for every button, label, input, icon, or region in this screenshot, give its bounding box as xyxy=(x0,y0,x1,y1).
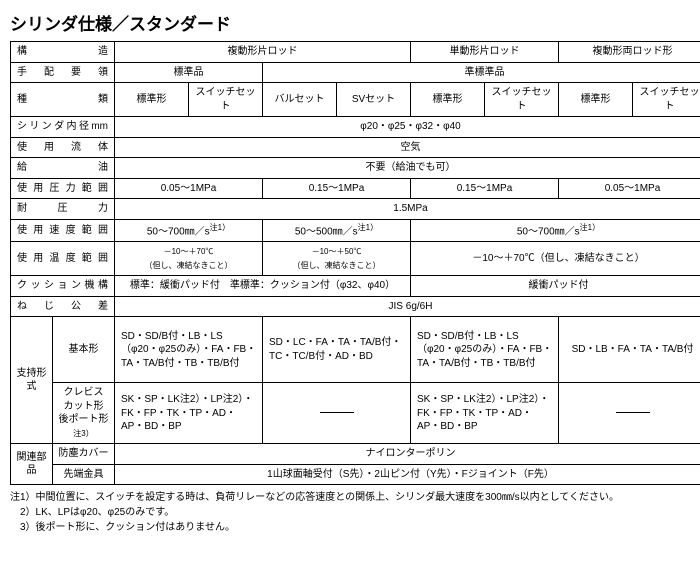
hdr-structure: 構 造 xyxy=(11,42,115,63)
row-tip-label: 先端金具 xyxy=(53,464,115,485)
cell: 標準形 xyxy=(411,83,485,117)
cell: 50～700㎜／s注1） xyxy=(411,219,700,242)
note-1: 注1）中間位置に、スイッチを設定する時は、負荷リレーなどの応答速度との関係上、シ… xyxy=(10,490,690,505)
note-3: 3）後ポート形に、クッション付はありません。 xyxy=(10,520,690,535)
cell: －10～＋50℃（但し、凍結なきこと） xyxy=(263,242,411,276)
spec-table: 構 造 複動形片ロッド 単動形片ロッド 複動形両ロッド形 手 配 要 領 標準品… xyxy=(10,41,700,485)
row-fluid-label: 使 用 流 体 xyxy=(11,137,115,158)
cell: 空気 xyxy=(115,137,700,158)
cell: SK・SP・LK注2）・LP注2）・FK・FP・TK・TP・AD・AP・BD・B… xyxy=(411,383,559,444)
cell: 緩衝パッド付 xyxy=(411,276,700,297)
row-dust-label: 防塵カバー xyxy=(53,444,115,465)
cell: 50～500㎜／s注1） xyxy=(263,219,411,242)
cell: 標準：緩衝パッド付 準標準：クッション付（φ32、φ40） xyxy=(115,276,411,297)
cell: 1.5MPa xyxy=(115,199,700,220)
row-related-label: 関連部品 xyxy=(11,444,53,485)
cell: 0.05～1MPa xyxy=(115,178,263,199)
cell: SK・SP・LK注2）・LP注2）・FK・FP・TK・TP・AD・AP・BD・B… xyxy=(115,383,263,444)
cell: SD・LB・FA・TA・TA/B付 xyxy=(559,317,700,383)
row-arrangement-label: 手 配 要 領 xyxy=(11,62,115,83)
row-cushion-label: クッション機構 xyxy=(11,276,115,297)
row-basic-label: 基本形 xyxy=(53,317,115,383)
cell: －10～＋70℃（但し、凍結なきこと） xyxy=(115,242,263,276)
cell: φ20・φ25・φ32・φ40 xyxy=(115,117,700,138)
row-bore-label: シリンダ内径mm xyxy=(11,117,115,138)
row-type-label: 種 類 xyxy=(11,83,115,117)
row-support-label: 支持形式 xyxy=(11,317,53,444)
cell: スイッチセット xyxy=(485,83,559,117)
row-lub-label: 給 油 xyxy=(11,158,115,179)
cell: 標準形 xyxy=(559,83,633,117)
cell: －10～＋70℃（但し、凍結なきこと） xyxy=(411,242,700,276)
row-clevis-label: クレビス カット形 後ポート形 注3） xyxy=(53,383,115,444)
cell: SVセット xyxy=(337,83,411,117)
cell: 1山球面軸受付（S先）・2山ピン付（Y先）・Fジョイント（F先） xyxy=(115,464,700,485)
cell: 0.15～1MPa xyxy=(411,178,559,199)
note-2: 2）LK、LPはφ20、φ25のみです。 xyxy=(10,505,690,520)
cell: 0.05～1MPa xyxy=(559,178,700,199)
cell: 0.15～1MPa xyxy=(263,178,411,199)
hdr-col3: 複動形両ロッド形 xyxy=(559,42,700,63)
cell-dash xyxy=(559,383,700,444)
footnotes: 注1）中間位置に、スイッチを設定する時は、負荷リレーなどの応答速度との関係上、シ… xyxy=(10,490,690,535)
row-thread-label: ね じ 公 差 xyxy=(11,296,115,317)
row-temp-label: 使 用 温 度 範 囲 xyxy=(11,242,115,276)
cell: 50～700㎜／s注1） xyxy=(115,219,263,242)
cell: ナイロンターポリン xyxy=(115,444,700,465)
row-pressure-label: 使 用 圧 力 範 囲 xyxy=(11,178,115,199)
row-proof-label: 耐 圧 力 xyxy=(11,199,115,220)
hdr-col1: 複動形片ロッド xyxy=(115,42,411,63)
row-speed-label: 使 用 速 度 範 囲 xyxy=(11,219,115,242)
cell: 標準品 xyxy=(115,62,263,83)
cell: 不要（給油でも可） xyxy=(115,158,700,179)
cell: 標準形 xyxy=(115,83,189,117)
cell: スイッチセット xyxy=(633,83,700,117)
hdr-col2: 単動形片ロッド xyxy=(411,42,559,63)
cell: スイッチセット xyxy=(189,83,263,117)
cell: 準標準品 xyxy=(263,62,700,83)
page-title: シリンダ仕様／スタンダード xyxy=(10,10,690,35)
cell: バルセット xyxy=(263,83,337,117)
cell: JIS 6g/6H xyxy=(115,296,700,317)
cell-dash xyxy=(263,383,411,444)
cell: SD・SD/B付・LB・LS（φ20・φ25のみ）・FA・FB・TA・TA/B付… xyxy=(115,317,263,383)
cell: SD・SD/B付・LB・LS（φ20・φ25のみ）・FA・FB・TA・TA/B付… xyxy=(411,317,559,383)
cell: SD・LC・FA・TA・TA/B付・TC・TC/B付・AD・BD xyxy=(263,317,411,383)
